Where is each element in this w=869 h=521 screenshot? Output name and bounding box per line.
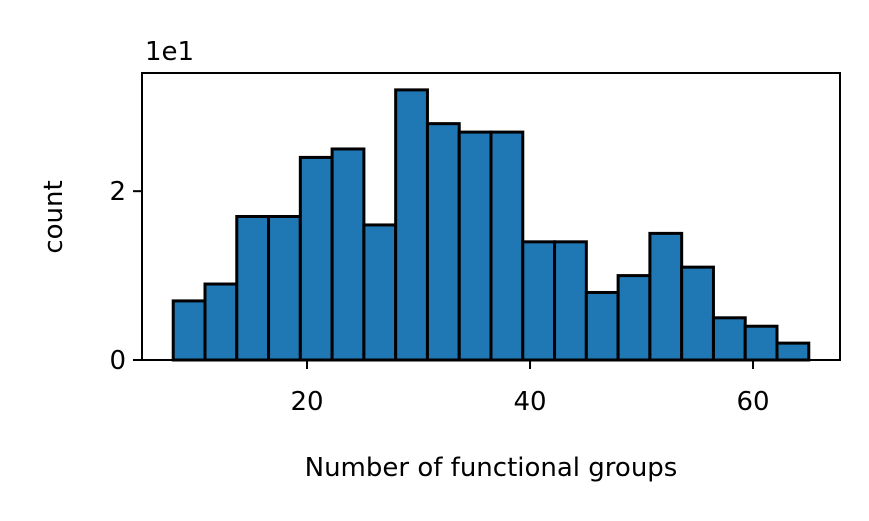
bar xyxy=(425,122,461,362)
bar xyxy=(616,274,652,362)
bar xyxy=(711,316,747,362)
bar xyxy=(394,88,429,362)
bar xyxy=(457,130,493,362)
x-axis-label: Number of functional groups xyxy=(305,453,678,483)
y-tick-label: 2 xyxy=(109,177,126,207)
bar xyxy=(553,240,588,362)
y-tick-label: 0 xyxy=(109,346,126,376)
bar xyxy=(680,265,715,362)
bar xyxy=(743,324,779,362)
bar xyxy=(267,215,302,362)
x-tick-label: 20 xyxy=(290,387,323,417)
bar xyxy=(521,240,557,362)
y-axis-label: count xyxy=(39,180,69,253)
bar xyxy=(489,130,525,362)
bar xyxy=(584,290,620,362)
axes-frame xyxy=(141,72,841,361)
bar xyxy=(235,215,271,362)
bar xyxy=(648,231,684,362)
x-tick-label: 60 xyxy=(736,387,769,417)
bar xyxy=(203,282,239,362)
bar xyxy=(775,341,811,362)
bar xyxy=(298,155,334,362)
y-offset-text: 1e1 xyxy=(145,37,194,67)
x-tick-label: 40 xyxy=(513,387,546,417)
bar xyxy=(171,299,207,362)
bar xyxy=(330,147,366,362)
bar xyxy=(362,223,398,362)
